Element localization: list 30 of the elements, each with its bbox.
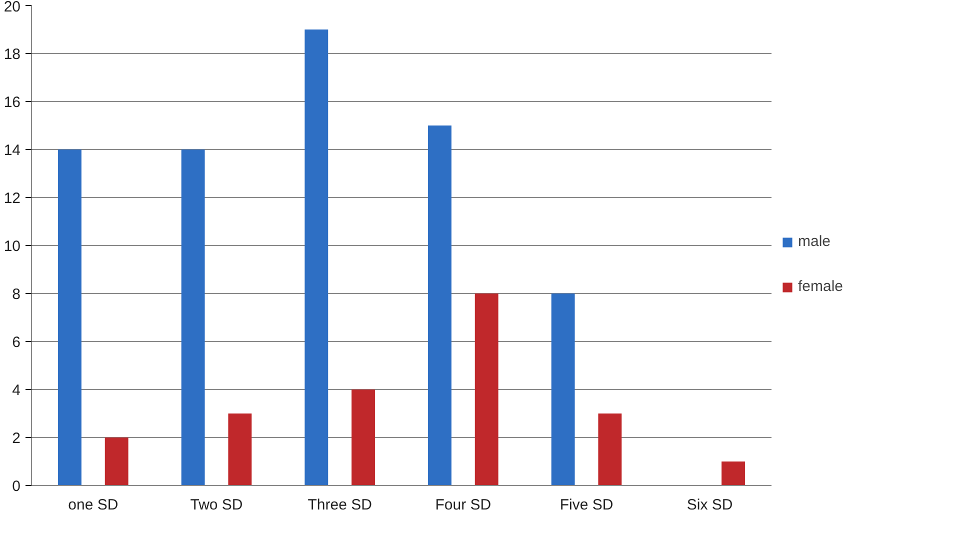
legend-label: female <box>798 278 844 295</box>
x-tick-label: Six SD <box>686 496 733 514</box>
bar <box>428 126 452 486</box>
y-tick-label: 2 <box>12 430 20 447</box>
y-tick-label: 4 <box>12 382 20 399</box>
y-tick-label: 12 <box>4 190 21 207</box>
y-tick-label: 20 <box>4 0 21 16</box>
bar <box>598 414 622 486</box>
legend-label: male <box>798 233 831 250</box>
y-tick-label: 10 <box>4 238 21 255</box>
bar <box>58 150 82 486</box>
x-tick-label: one SD <box>68 496 118 514</box>
bar <box>181 150 205 486</box>
y-tick-label: 8 <box>12 286 20 303</box>
bar <box>352 390 375 486</box>
bar <box>722 462 745 486</box>
bar <box>551 294 575 486</box>
x-tick-label: Four SD <box>435 496 492 514</box>
x-tick-label: Three SD <box>308 496 372 514</box>
bar <box>228 414 252 486</box>
y-tick-label: 6 <box>12 334 20 351</box>
bar <box>104 438 128 486</box>
y-tick-label: 14 <box>4 142 21 159</box>
bar <box>304 30 328 486</box>
x-tick-label: Two SD <box>190 496 243 514</box>
y-tick-label: 16 <box>4 94 21 111</box>
y-tick-label: 0 <box>12 478 20 495</box>
y-tick-label: 18 <box>4 46 21 63</box>
x-tick-label: Five SD <box>560 496 614 514</box>
bar <box>474 294 498 486</box>
